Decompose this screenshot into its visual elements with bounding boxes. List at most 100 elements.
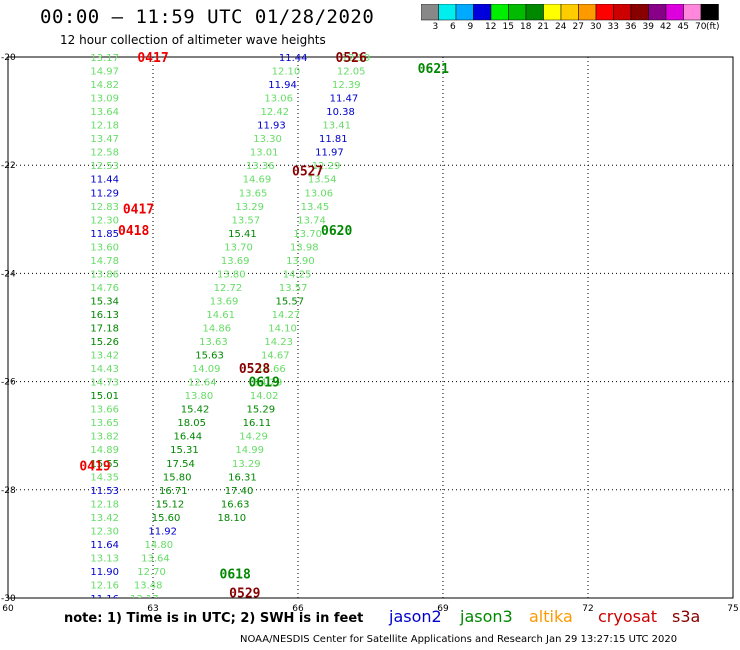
wave-height-value: 13.65: [239, 188, 268, 199]
wave-height-value: 13.01: [250, 148, 279, 159]
scale-swatch: [700, 4, 719, 21]
wave-height-value: 13.86: [90, 269, 119, 280]
legend-cryosat: cryosat: [598, 607, 658, 626]
wave-height-value: 14.10: [268, 324, 297, 335]
wave-height-value: 13.06: [304, 188, 333, 199]
scale-tick-label: 36: [625, 22, 637, 32]
wave-height-value: 15.29: [246, 405, 275, 416]
wave-height-value: 11.92: [148, 526, 177, 537]
wave-height-value: 18.10: [217, 513, 246, 524]
lat-tick-label: -28: [1, 486, 16, 496]
pass-time-label: 0620: [321, 224, 352, 239]
wave-height-value: 13.66: [90, 405, 119, 416]
wave-height-value: 10.38: [326, 107, 355, 118]
plot-frame: [7, 56, 734, 599]
wave-height-value: 14.25: [283, 269, 312, 280]
color-scale-bar: [421, 4, 719, 21]
wave-height-value: 11.81: [319, 134, 348, 145]
pass-time-label: 0527: [292, 165, 323, 180]
wave-height-value: 13.42: [90, 513, 119, 524]
lon-tick-label: 69: [437, 604, 449, 614]
wave-height-value: 14.09: [192, 364, 221, 375]
wave-height-value: 12.39: [332, 80, 361, 91]
note-text: note: 1) Time is in UTC; 2) SWH is in fe…: [64, 611, 364, 626]
wave-height-value: 16.13: [90, 310, 119, 321]
lat-tick-label: -26: [1, 378, 16, 388]
wave-height-value: 17.18: [90, 324, 119, 335]
page-title: 00:00 – 11:59 UTC 01/28/2020: [40, 6, 375, 28]
wave-height-value: 11.47: [330, 94, 359, 105]
wave-height-value: 12.64: [188, 378, 217, 389]
wave-height-value: 14.27: [272, 310, 301, 321]
scale-tick-label: 33: [607, 22, 619, 32]
wave-height-value: 10.54: [90, 635, 119, 646]
wave-height-value: 12.42: [260, 107, 289, 118]
scale-tick-label: 6: [450, 22, 456, 32]
pass-time-label: 0418: [118, 224, 149, 239]
wave-height-value: 12.70: [137, 567, 166, 578]
wave-height-value: 15.41: [228, 229, 257, 240]
wave-height-value: 14.43: [90, 364, 119, 375]
wave-height-value: 13.41: [322, 121, 351, 132]
wave-height-value: 13.74: [297, 215, 326, 226]
wave-height-value: 13.70: [293, 229, 322, 240]
wave-height-value: 12.58: [90, 148, 119, 159]
wave-height-value: 12.30: [90, 215, 119, 226]
pass-time-label: 0618: [220, 568, 251, 583]
wave-height-value: 15.34: [90, 296, 119, 307]
pass-time-label: 0417: [137, 51, 168, 66]
lat-tick-label: -20: [1, 53, 16, 63]
wave-height-value: 13.57: [231, 215, 260, 226]
scale-tick-label: 39: [642, 22, 654, 32]
wave-height-value: 14.73: [90, 378, 119, 389]
wave-height-value: 12.53: [90, 161, 119, 172]
wave-height-value: 14.29: [254, 378, 283, 389]
wave-height-value: 13.70: [224, 242, 253, 253]
wave-height-value: 15.63: [195, 351, 224, 362]
pass-time-label: 0417: [123, 202, 154, 217]
wave-height-value: 14.80: [144, 540, 173, 551]
wave-height-value: 13.64: [90, 107, 119, 118]
wave-height-value: 13.69: [210, 296, 239, 307]
scale-tick-label: 45: [677, 22, 689, 32]
wave-height-value: 13.13: [90, 553, 119, 564]
scale-tick-label: 21: [537, 22, 549, 32]
wave-height-value: 13.54: [308, 175, 337, 186]
wave-height-value: 13.36: [246, 161, 275, 172]
wave-height-value: 13.29: [232, 459, 261, 470]
wave-height-value: 11.44: [90, 175, 119, 186]
wave-height-value: 14.78: [90, 256, 119, 267]
scale-tick-label: 12: [485, 22, 497, 32]
wave-height-value: 11.16: [90, 594, 119, 605]
pass-time-label: 0619: [249, 376, 280, 391]
wave-height-value: 13.80: [185, 391, 214, 402]
wave-height-value: 14.69: [243, 175, 272, 186]
wave-height-value: 16.44: [173, 432, 202, 443]
wave-height-value: 13.69: [221, 256, 250, 267]
lat-tick-label: -30: [1, 594, 16, 604]
wave-height-value: 14.66: [257, 364, 286, 375]
wave-height-value: 13.47: [90, 134, 119, 145]
wave-height-value: 11.97: [315, 148, 344, 159]
wave-height-value: 13.65: [90, 418, 119, 429]
wave-height-value: 13.60: [90, 242, 119, 253]
scale-tick-label: 70: [695, 22, 707, 32]
lat-tick-label: -24: [1, 269, 16, 279]
wave-height-value: 13.06: [264, 94, 293, 105]
wave-height-value: 12.29: [312, 161, 341, 172]
wave-height-value: 15.80: [163, 472, 192, 483]
wave-height-value: 13.17: [90, 53, 119, 64]
wave-height-value: 14.82: [90, 80, 119, 91]
wave-height-value: 11.53: [90, 486, 119, 497]
wave-height-value: 13.09: [90, 94, 119, 105]
wave-height-value: 13.30: [253, 134, 282, 145]
scale-tick-label: 42: [660, 22, 672, 32]
legend-jason3: jason3: [460, 607, 513, 626]
pass-time-label: 0419: [79, 459, 110, 474]
wave-height-value: 15.55: [90, 459, 119, 470]
wave-height-value: 15.60: [152, 513, 181, 524]
scale-tick-label: 9: [467, 22, 474, 32]
wave-height-value: 11.44: [279, 53, 308, 64]
lon-tick-label: 72: [582, 604, 593, 614]
scale-tick-label: 15: [502, 22, 514, 32]
